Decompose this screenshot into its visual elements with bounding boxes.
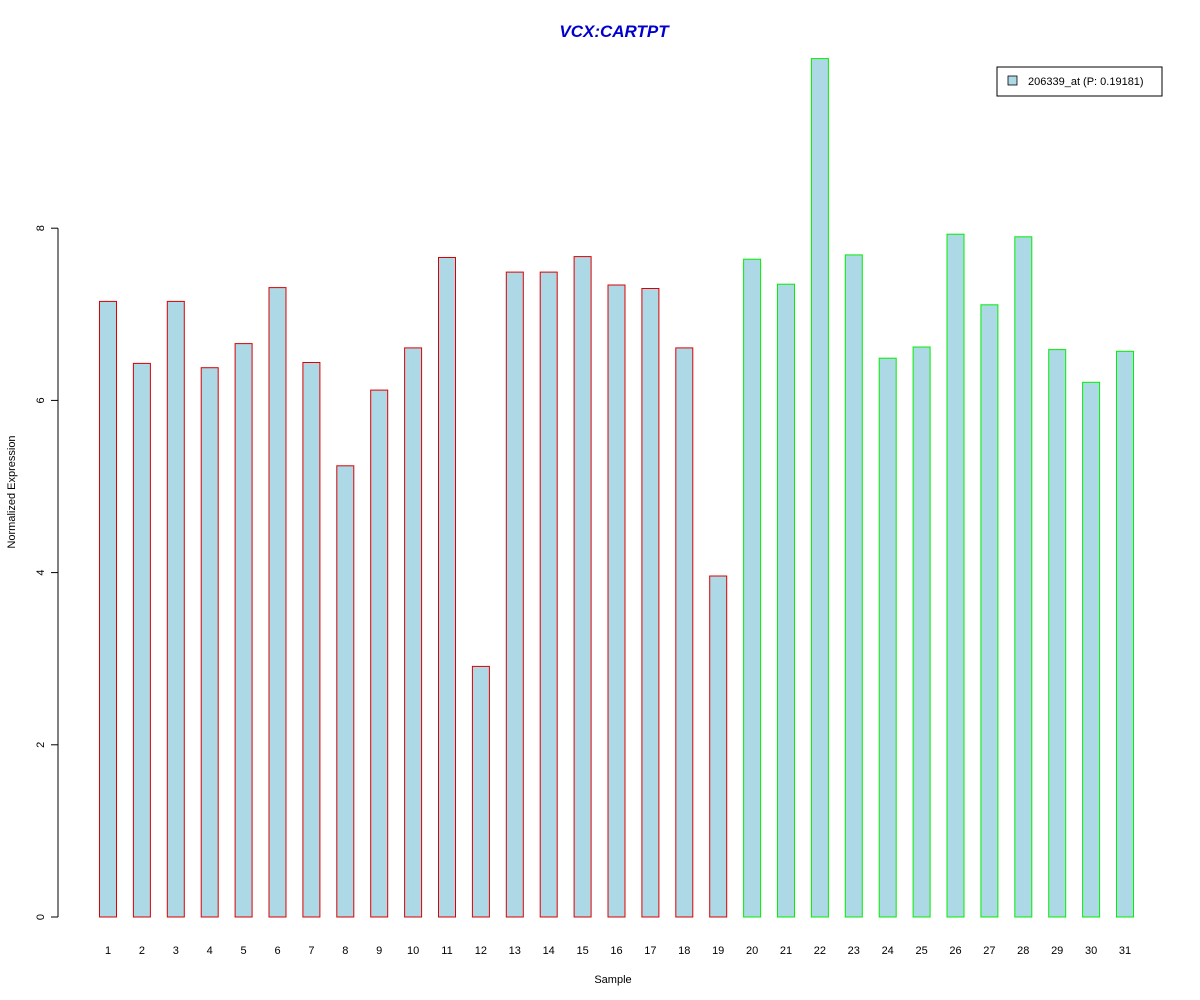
bar-sample-20 [743, 258, 762, 918]
y-tick-label: 4 [35, 570, 47, 576]
y-tick-label: 6 [35, 397, 47, 403]
bar-sample-2 [132, 362, 151, 918]
bar-sample-24 [878, 357, 897, 918]
bar-sample-11 [438, 257, 456, 918]
chart-title: VCX:CARTPT [559, 22, 670, 41]
bar-sample-6 [268, 287, 287, 918]
x-tick-label: 22 [814, 945, 826, 957]
y-axis: 0 2 4 6 8 [35, 225, 59, 920]
y-axis-label: Normalized Expression [6, 435, 18, 548]
bar-sample-19 [709, 575, 728, 918]
legend-box [996, 66, 1163, 97]
bar-sample-8 [336, 465, 355, 918]
x-tick-label: 25 [915, 945, 927, 957]
x-tick-label: 7 [308, 945, 314, 957]
bar-sample-27 [980, 304, 999, 918]
bar-sample-18 [675, 347, 694, 918]
bar-sample-7 [302, 362, 321, 918]
x-tick-label: 3 [173, 945, 179, 957]
x-axis-label: Sample [594, 974, 631, 986]
x-tick-label: 8 [342, 945, 348, 957]
x-tick-label: 15 [576, 945, 588, 957]
bar-sample-30 [1082, 381, 1101, 918]
bar-sample-12 [471, 665, 490, 918]
bar-sample-1 [99, 300, 117, 918]
bar-sample-23 [844, 254, 863, 918]
bar-sample-15 [573, 256, 592, 918]
x-tick-label: 29 [1051, 945, 1063, 957]
x-tick-label: 6 [274, 945, 280, 957]
x-tick-label: 19 [712, 945, 724, 957]
x-tick-label: 1 [105, 945, 111, 957]
x-tick-label: 20 [746, 945, 758, 957]
bar-sample-31 [1116, 350, 1134, 918]
bar-sample-17 [641, 288, 660, 918]
bar-sample-25 [912, 346, 931, 918]
legend-entry: 206339_at (P: 0.19181) [1028, 76, 1144, 88]
x-tick-labels: 1 2 3 4 5 6 7 8 9 10 11 12 13 14 15 16 17 18 19 20 21 22 23 24 2… [105, 945, 1131, 957]
bar-sample-22 [810, 58, 829, 918]
x-tick-label: 17 [644, 945, 656, 957]
x-tick-label: 16 [610, 945, 622, 957]
x-tick-label: 28 [1017, 945, 1029, 957]
x-tick-label: 18 [678, 945, 690, 957]
x-tick-label: 14 [543, 945, 555, 957]
bar-sample-13 [505, 271, 524, 918]
y-tick-label: 2 [35, 742, 47, 748]
x-tick-label: 26 [949, 945, 961, 957]
bar-sample-16 [607, 284, 626, 918]
x-tick-label: 2 [139, 945, 145, 957]
legend-swatch [1007, 75, 1018, 86]
x-tick-label: 30 [1085, 945, 1097, 957]
x-tick-label: 27 [983, 945, 995, 957]
y-tick-label: 0 [35, 914, 47, 920]
bar-sample-4 [200, 367, 219, 918]
x-tick-label: 13 [509, 945, 521, 957]
x-tick-label: 12 [475, 945, 487, 957]
x-tick-label: 21 [780, 945, 792, 957]
x-tick-label: 11 [441, 945, 452, 957]
bar-sample-3 [166, 300, 185, 918]
x-tick-label: 23 [848, 945, 860, 957]
x-tick-label: 10 [407, 945, 419, 957]
x-tick-label: 9 [376, 945, 382, 957]
x-tick-label: 31 [1119, 945, 1131, 957]
bar-sample-10 [404, 347, 423, 918]
x-tick-label: 24 [882, 945, 894, 957]
bar-sample-5 [234, 343, 253, 918]
bars-group [99, 58, 1134, 918]
x-tick-label: 4 [207, 945, 213, 957]
legend: 206339_at (P: 0.19181) [996, 66, 1163, 97]
bar-sample-9 [370, 389, 389, 918]
x-tick-label: 5 [241, 945, 247, 957]
y-tick-label: 8 [35, 225, 47, 231]
bar-sample-28 [1014, 236, 1033, 918]
bar-sample-21 [777, 283, 795, 918]
bar-sample-14 [539, 271, 558, 918]
bar-sample-29 [1048, 349, 1067, 918]
bar-sample-26 [946, 233, 965, 918]
